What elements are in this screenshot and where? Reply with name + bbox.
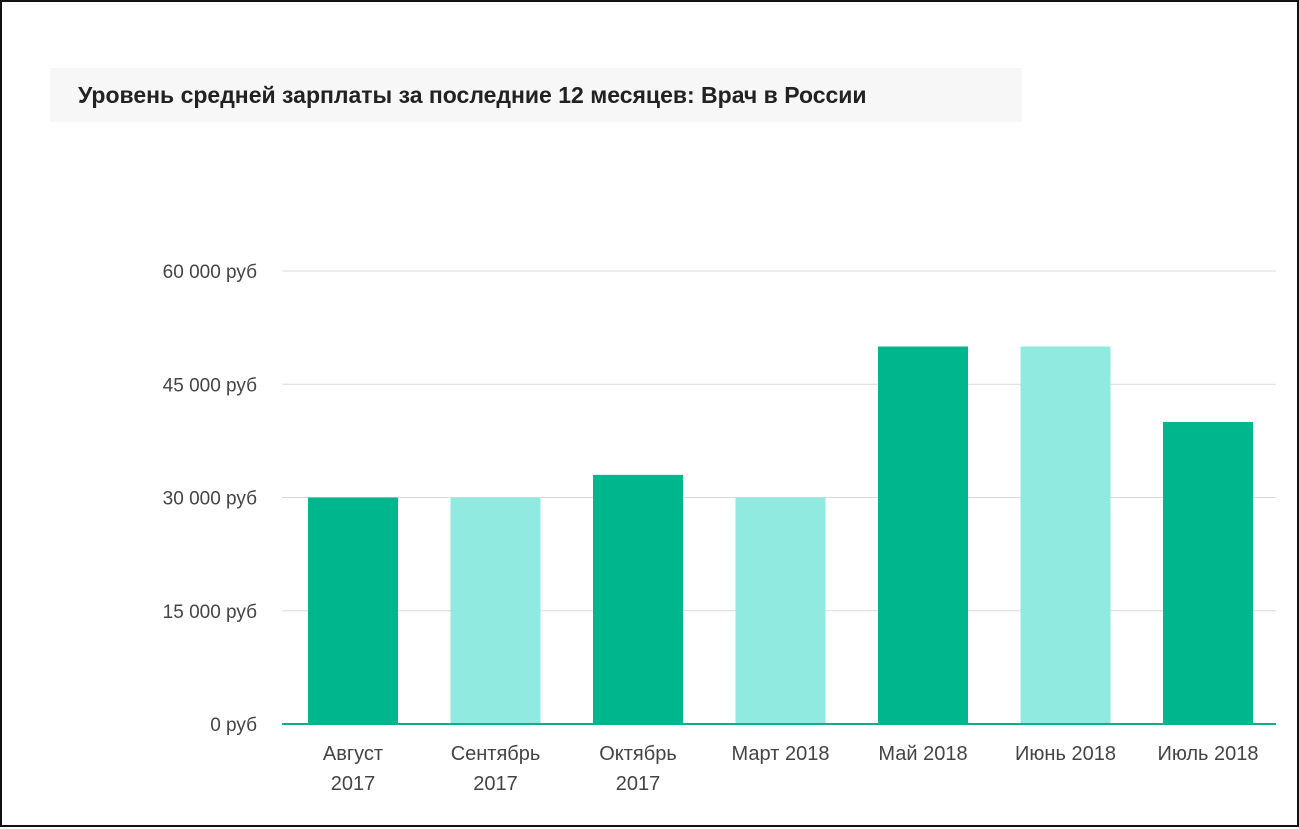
bar [1163,422,1253,724]
x-tick-label-line: Май 2018 [878,743,967,765]
x-tick-label: Март 2018 [732,743,830,765]
chart-title: Уровень средней зарплаты за последние 12… [78,82,867,108]
x-tick-label-line: Август [323,743,383,765]
x-tick-label-line: 2017 [331,773,376,795]
title-bar: Уровень средней зарплаты за последние 12… [50,68,1022,122]
y-tick-label: 45 000 руб [163,375,257,396]
bar [450,497,541,724]
y-axis-ticks: 0 руб 15 000 руб 30 000 руб 45 000 руб 60 00… [163,262,257,736]
y-tick-label: 30 000 руб [163,489,257,510]
bar [735,497,826,724]
x-tick-label-line: 2017 [616,773,661,795]
y-tick-label: 60 000 руб [163,262,257,283]
bar [593,474,683,724]
x-tick-label-line: Март 2018 [732,743,830,765]
bar [1020,346,1111,724]
x-tick-label: Сентябрь 2017 [451,743,541,795]
x-tick-label: Июнь 2018 [1015,743,1116,765]
bar [308,497,398,724]
bars [308,346,1253,724]
x-tick-label-line: Июль 2018 [1157,743,1258,765]
x-axis-ticks: Август 2017 Сентябрь 2017 Октябрь 2017 Март 20… [323,743,1259,795]
y-tick-label: 0 руб [210,715,257,736]
y-tick-label: 15 000 руб [163,602,257,623]
x-tick-label-line: Октябрь [599,743,677,765]
x-tick-label-line: Сентябрь [451,743,541,765]
x-tick-label: Август 2017 [323,743,383,795]
x-tick-label-line: 2017 [473,773,518,795]
bar [878,346,968,724]
x-tick-label-line: Июнь 2018 [1015,743,1116,765]
x-tick-label: Октябрь 2017 [599,743,677,795]
x-tick-label: Июль 2018 [1157,743,1258,765]
x-tick-label: Май 2018 [878,743,967,765]
